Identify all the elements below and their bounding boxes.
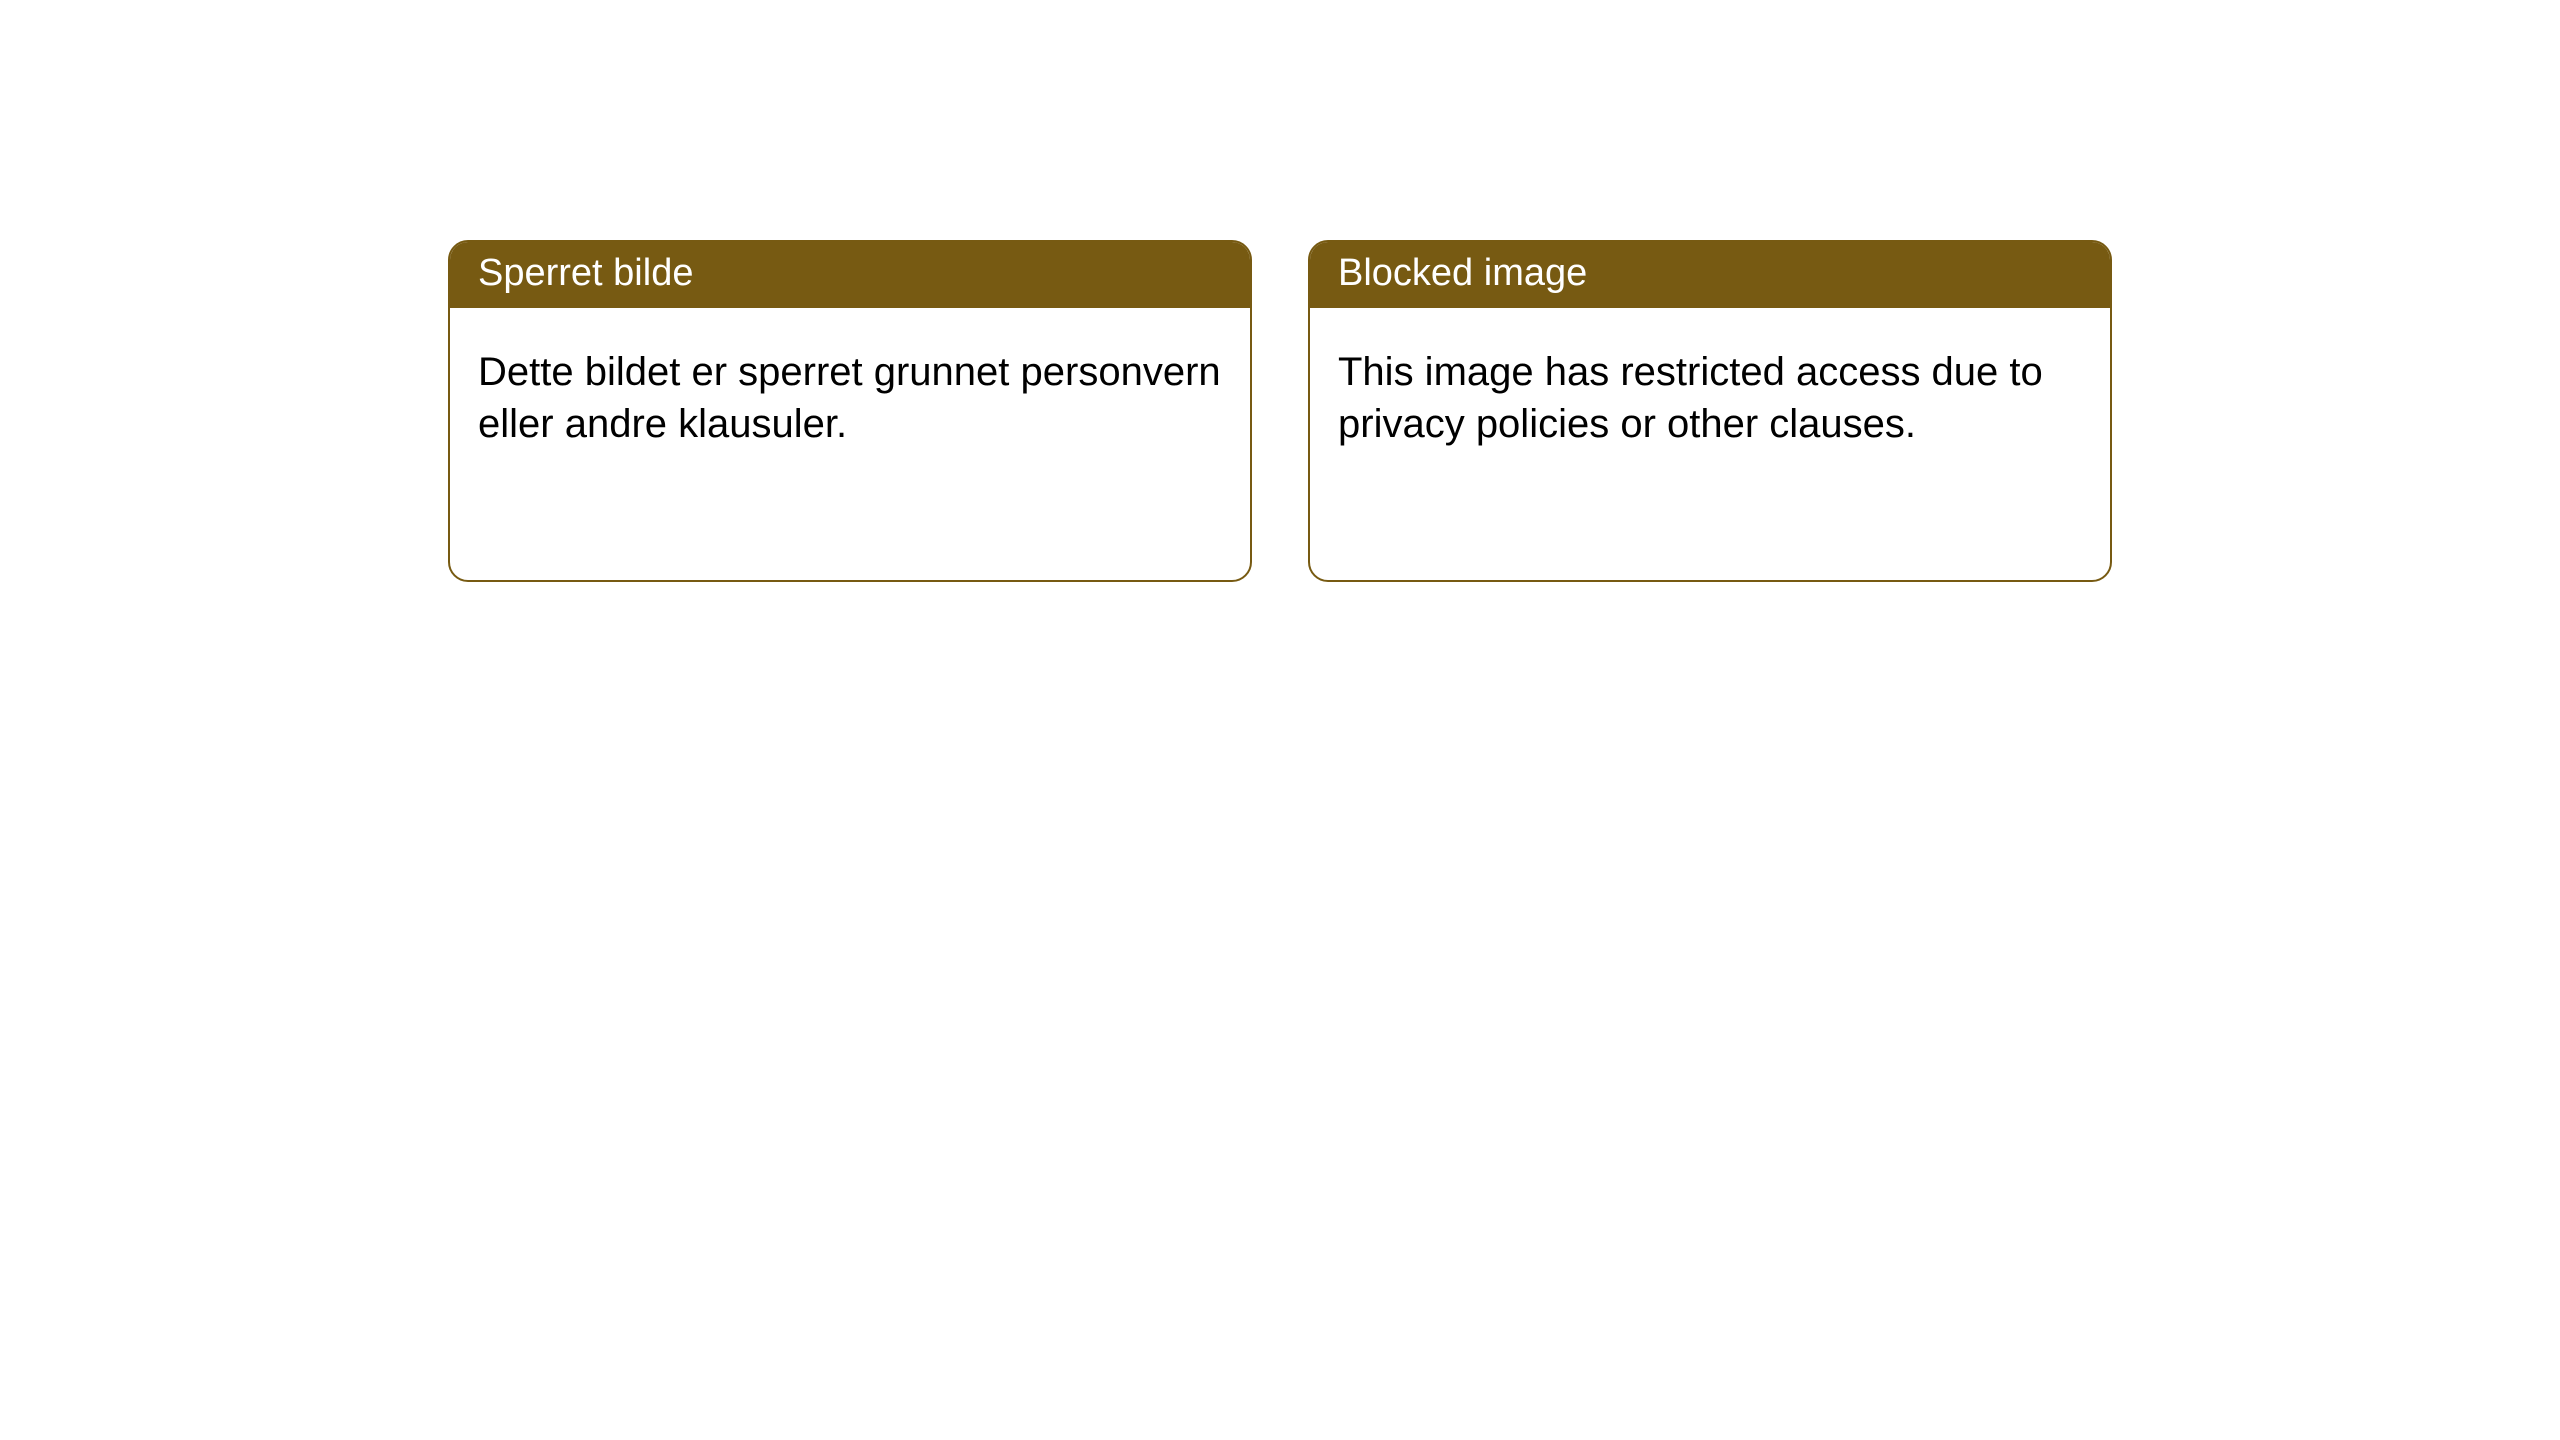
notice-card-container: Sperret bilde Dette bildet er sperret gr… [0, 0, 2560, 582]
card-body-no: Dette bildet er sperret grunnet personve… [450, 308, 1250, 580]
blocked-image-card-no: Sperret bilde Dette bildet er sperret gr… [448, 240, 1252, 582]
card-header-en: Blocked image [1310, 242, 2110, 308]
card-body-en: This image has restricted access due to … [1310, 308, 2110, 580]
card-header-no: Sperret bilde [450, 242, 1250, 308]
blocked-image-card-en: Blocked image This image has restricted … [1308, 240, 2112, 582]
